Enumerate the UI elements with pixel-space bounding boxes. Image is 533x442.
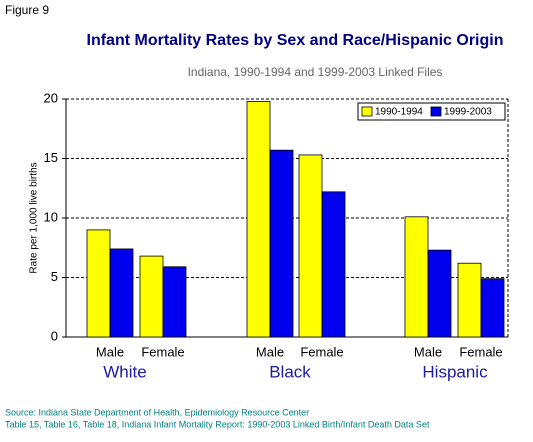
group-label: Hispanic	[422, 362, 488, 381]
bar	[109, 248, 134, 338]
legend-swatch	[430, 106, 442, 117]
group-label: Black	[269, 362, 311, 381]
legend-label: 1990-1994	[375, 107, 423, 118]
bar	[162, 266, 187, 338]
bar	[269, 149, 294, 338]
x-tick-label: Female	[300, 344, 343, 359]
y-tick-label: 0	[51, 328, 58, 343]
bar	[139, 255, 164, 338]
group-label: White	[103, 362, 146, 381]
bar	[427, 249, 452, 338]
bar	[321, 191, 346, 338]
bar	[298, 154, 323, 338]
y-axis-label: Rate per 1,000 live births	[29, 162, 40, 273]
bar	[404, 216, 429, 338]
legend-swatch	[361, 106, 373, 117]
bar	[480, 278, 505, 338]
bar	[246, 100, 271, 338]
bar	[457, 262, 482, 338]
x-tick-label: Male	[414, 344, 442, 359]
figure-label: Figure 9	[5, 3, 49, 17]
x-tick-label: Male	[256, 344, 284, 359]
y-tick-label: 15	[44, 150, 58, 165]
bar	[86, 229, 111, 338]
x-tick-label: Female	[141, 344, 184, 359]
y-tick-label: 20	[44, 90, 58, 105]
y-tick-label: 10	[44, 209, 58, 224]
source-line: Source: Indiana State Department of Heal…	[5, 407, 309, 417]
legend-label: 1999-2003	[444, 107, 492, 118]
chart-subtitle: Indiana, 1990-1994 and 1999-2003 Linked …	[188, 65, 443, 79]
source-line: Table 15, Table 16, Table 18, Indiana In…	[5, 419, 430, 429]
chart-title: Infant Mortality Rates by Sex and Race/H…	[87, 32, 504, 49]
x-tick-label: Male	[96, 344, 124, 359]
x-tick-label: Female	[459, 344, 502, 359]
y-tick-label: 5	[51, 269, 58, 284]
